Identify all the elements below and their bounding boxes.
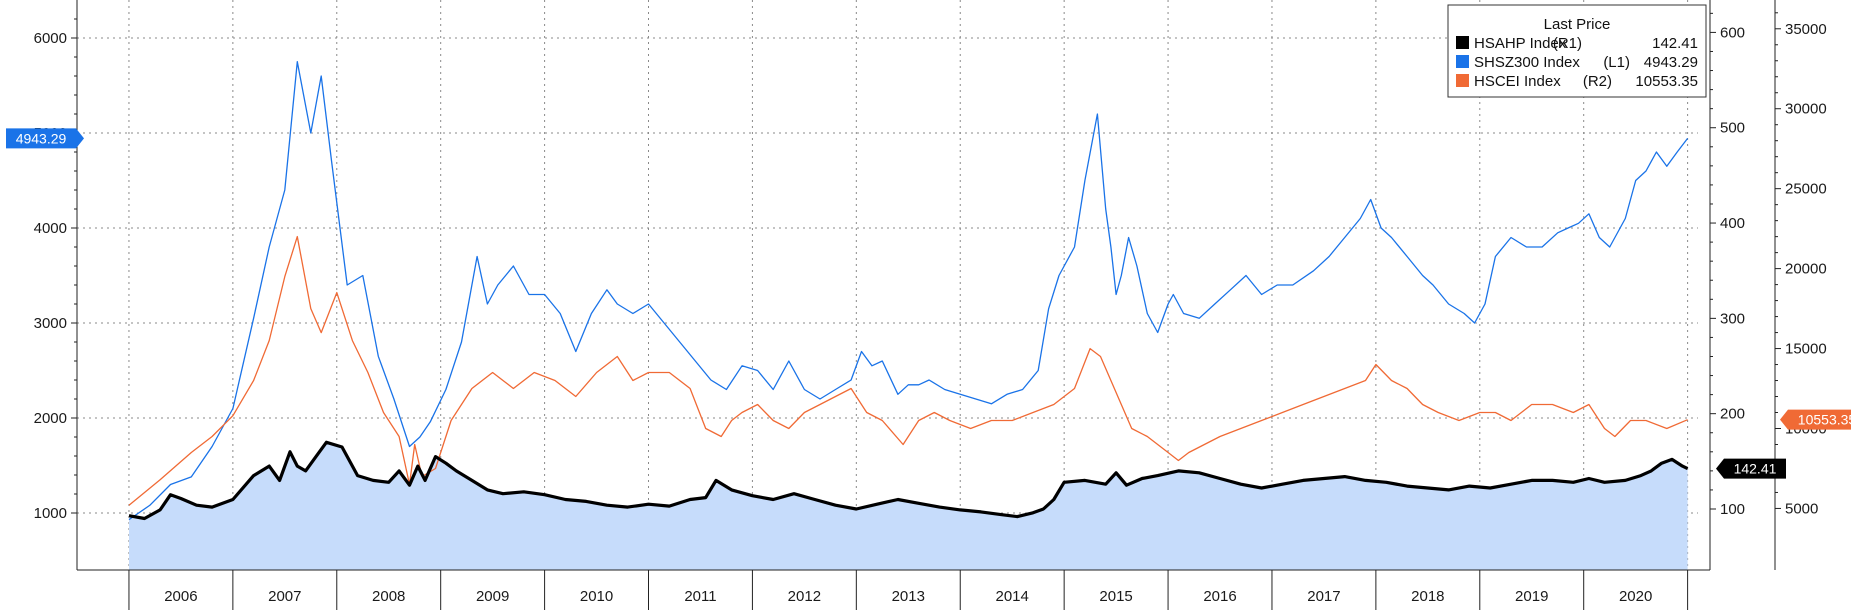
badge-hsahp-shape — [1716, 458, 1786, 479]
right1-tick-label: 400 — [1720, 215, 1745, 232]
right2-tick-label: 15000 — [1785, 341, 1827, 358]
year-label: 2018 — [1411, 588, 1444, 605]
badges-layer: 4943.29 10553.35 142.41 — [6, 128, 1851, 479]
right2-tick-label: 30000 — [1785, 101, 1827, 118]
right1-tick-label: 500 — [1720, 120, 1745, 137]
badge-hsahp: 142.41 — [1734, 461, 1777, 477]
year-label: 2008 — [372, 588, 405, 605]
legend-swatch-hscei — [1456, 74, 1469, 87]
year-label: 2013 — [892, 588, 925, 605]
left-tick-label: 4000 — [34, 220, 67, 237]
legend-entry-hsahp-last: 142.41 — [1652, 35, 1698, 52]
year-label: 2006 — [164, 588, 197, 605]
series-line-hsahp — [128, 440, 1689, 521]
legend-entry-shsz300-axis: (L1) — [1603, 54, 1630, 71]
legend-swatch-hsahp — [1456, 36, 1469, 49]
legend-swatch-shsz300 — [1456, 55, 1469, 68]
legend-entry-shsz300-name: SHSZ300 Index — [1474, 54, 1580, 71]
right1-tick-label: 100 — [1720, 501, 1745, 518]
year-label: 2012 — [788, 588, 821, 605]
badge-hscei-shape — [1780, 409, 1851, 430]
year-label: 2019 — [1515, 588, 1548, 605]
legend: Last Price HSAHP Index (R1) 142.41 SHSZ3… — [1447, 4, 1707, 98]
legend-entry-hscei-axis: (R2) — [1583, 73, 1612, 90]
year-label: 2017 — [1307, 588, 1340, 605]
badge-shsz300: 4943.29 — [16, 130, 67, 146]
legend-title: Last Price — [1544, 16, 1611, 33]
year-label: 2016 — [1203, 588, 1236, 605]
year-label: 2011 — [684, 588, 716, 605]
axes-layer: 1000 2000 3000 4000 5000 6000 100 200 300 400 500 6… — [34, 0, 1827, 610]
legend-entry-hsahp-name: HSAHP Index — [1474, 35, 1567, 52]
year-label: 2007 — [268, 588, 301, 605]
badge-shsz300-shape — [6, 128, 84, 149]
legend-entry-hsahp-axis: (R1) — [1553, 35, 1582, 52]
left-tick-label: 3000 — [34, 315, 67, 332]
legend-box — [1447, 4, 1707, 98]
year-label: 2010 — [580, 588, 613, 605]
right1-tick-label: 300 — [1720, 310, 1745, 327]
right1-tick-label: 600 — [1720, 24, 1745, 41]
series-line-hscei — [128, 235, 1688, 506]
right1-tick-label: 200 — [1720, 406, 1745, 423]
left-tick-label: 1000 — [34, 505, 67, 522]
right2-tick-label: 20000 — [1785, 261, 1827, 278]
right2-tick-label: 25000 — [1785, 181, 1827, 198]
year-label: 2020 — [1619, 588, 1652, 605]
legend-entry-hscei-last: 10553.35 — [1635, 73, 1698, 90]
left-tick-label: 6000 — [34, 30, 67, 47]
badge-hscei: 10553.35 — [1798, 412, 1851, 428]
right2-tick-label: 35000 — [1785, 21, 1827, 38]
series-layer — [128, 61, 1689, 521]
right2-tick-label: 5000 — [1785, 500, 1818, 517]
area-fill-layer — [129, 442, 1688, 570]
year-label: 2014 — [996, 588, 1029, 605]
legend-entry-hscei-name: HSCEI Index — [1474, 73, 1561, 90]
year-label: 2009 — [476, 588, 509, 605]
year-label: 2015 — [1099, 588, 1132, 605]
series-line-shsz300 — [128, 61, 1689, 521]
legend-entry-shsz300-last: 4943.29 — [1644, 54, 1698, 71]
left-tick-label: 2000 — [34, 410, 67, 427]
hsahp-area-fill — [129, 442, 1688, 570]
